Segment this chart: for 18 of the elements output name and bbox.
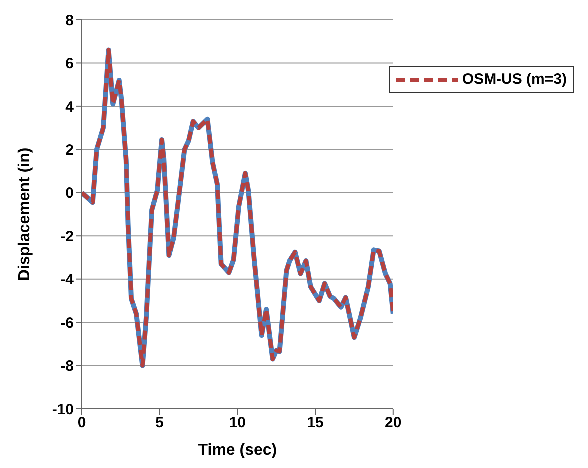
y-tick-label: -8 [60, 358, 74, 376]
x-tick-label: 5 [156, 414, 164, 432]
y-tick-label: -2 [60, 228, 74, 246]
y-tick-label: 6 [66, 56, 74, 73]
y-tick-label: -4 [60, 272, 75, 289]
y-tick-label: 2 [66, 142, 74, 159]
y-tick-label: -6 [60, 314, 74, 332]
y-tick-label: 4 [66, 98, 75, 116]
x-axis-title: Time (sec) [198, 442, 278, 459]
x-tick-label: 10 [229, 414, 246, 432]
y-tick-label: 8 [66, 12, 74, 30]
y-tick-label: -10 [52, 401, 74, 418]
y-axis-title: Displacement (in) [16, 148, 34, 282]
x-tick-label: 20 [385, 414, 402, 432]
y-tick-label: 0 [66, 185, 74, 202]
legend-label: OSM-US (m=3) [462, 71, 567, 88]
x-tick-label: 15 [307, 414, 324, 432]
x-tick-label: 0 [78, 414, 86, 432]
